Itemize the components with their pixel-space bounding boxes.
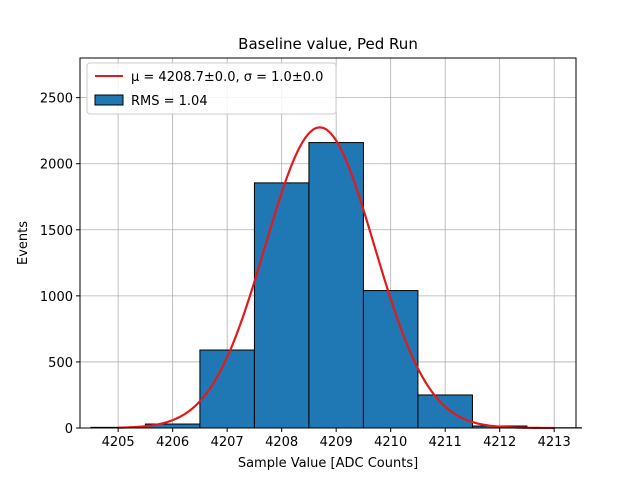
- legend-box: [86, 62, 337, 115]
- y-axis-title: Events: [16, 221, 31, 265]
- x-tick-label: 4212: [483, 435, 516, 450]
- x-tick-label: 4207: [211, 435, 244, 450]
- histogram-bars: [90, 142, 582, 429]
- histogram-bar: [417, 394, 473, 429]
- x-tick-label: 4205: [102, 435, 135, 450]
- legend-rms-swatch: [94, 94, 124, 106]
- y-tick-label: 1500: [40, 224, 73, 239]
- histogram-bar: [308, 142, 364, 429]
- x-tick-label: 4210: [374, 435, 407, 450]
- legend-fit-label: μ = 4208.7±0.0, σ = 1.0±0.0: [131, 70, 323, 85]
- y-tick-label: 2000: [40, 158, 73, 173]
- y-tick-label: 2500: [40, 92, 73, 107]
- x-tick-label: 4206: [156, 435, 189, 450]
- histogram-bar: [253, 182, 310, 429]
- y-tick-label: 500: [48, 356, 73, 371]
- x-tick-label: 4209: [320, 435, 353, 450]
- x-tick-label: 4213: [538, 435, 571, 450]
- y-tick-label: 0: [65, 422, 73, 437]
- gaussian-fit: [118, 126, 555, 430]
- legend-rms-label: RMS = 1.04: [131, 94, 208, 109]
- x-axis-title: Sample Value [ADC Counts]: [238, 456, 418, 471]
- plot-frame: [79, 57, 577, 429]
- fit-curve: [118, 126, 555, 430]
- histogram-bar: [362, 290, 419, 429]
- histogram-bar: [199, 349, 255, 429]
- legend: μ = 4208.7±0.0, σ = 1.0±0.0 RMS = 1.04: [86, 62, 337, 115]
- x-tick-label: 4208: [265, 435, 298, 450]
- x-axis-ticks: 4205 4206 4207 4208 4209 4210 4211 4212 4213: [102, 428, 571, 450]
- y-axis-ticks: 0 500 1000 1500 2000 2500: [40, 92, 80, 437]
- x-tick-label: 4211: [429, 435, 462, 450]
- y-tick-label: 1000: [40, 290, 73, 305]
- chart-title: Baseline value, Ped Run: [238, 35, 418, 53]
